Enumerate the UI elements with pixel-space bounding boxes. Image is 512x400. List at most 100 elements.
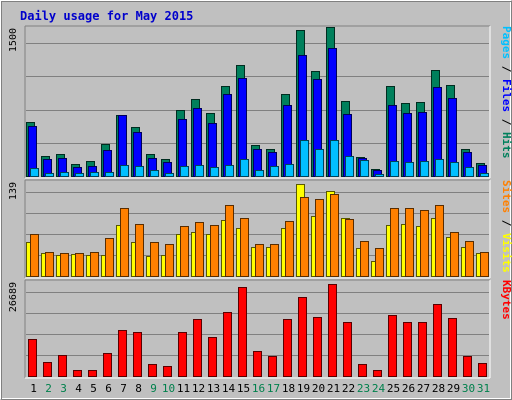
day-label-13: 13 <box>207 382 220 395</box>
legend-entry: / <box>500 213 512 233</box>
bar-kbytes-day-6 <box>103 353 112 377</box>
day-label-3: 3 <box>60 382 67 395</box>
bar-sites-day-2 <box>45 252 54 277</box>
bar-sites-day-1 <box>30 234 39 277</box>
bar-pages-day-23 <box>360 160 369 177</box>
bar-pages-day-20 <box>315 149 324 177</box>
bar-kbytes-day-8 <box>133 332 142 377</box>
day-label-15: 15 <box>237 382 250 395</box>
bar-kbytes-day-21 <box>328 284 337 377</box>
day-label-12: 12 <box>192 382 205 395</box>
bar-sites-day-10 <box>165 244 174 277</box>
bar-kbytes-day-12 <box>193 319 202 377</box>
bar-sites-day-19 <box>300 197 309 277</box>
day-label-18: 18 <box>282 382 295 395</box>
bar-pages-day-13 <box>210 167 219 177</box>
day-label-4: 4 <box>75 382 82 395</box>
bar-kbytes-day-5 <box>88 370 97 377</box>
legend-entry: / <box>500 112 512 132</box>
legend-entry: KBytes <box>500 280 512 320</box>
day-label-1: 1 <box>30 382 37 395</box>
bar-pages-day-9 <box>150 170 159 177</box>
bar-sites-day-12 <box>195 222 204 277</box>
bar-sites-day-9 <box>150 242 159 277</box>
bar-pages-day-12 <box>195 165 204 177</box>
bar-sites-day-16 <box>255 244 264 277</box>
bar-pages-day-27 <box>420 161 429 177</box>
day-label-2: 2 <box>45 382 52 395</box>
bar-pages-day-6 <box>105 172 114 177</box>
legend-entry: Hits <box>500 132 512 159</box>
day-label-19: 19 <box>297 382 310 395</box>
bar-pages-day-24 <box>375 174 384 177</box>
bar-pages-day-25 <box>390 161 399 177</box>
bar-sites-day-3 <box>60 253 69 277</box>
bar-pages-day-14 <box>225 165 234 177</box>
bar-sites-day-5 <box>90 252 99 277</box>
day-label-27: 27 <box>417 382 430 395</box>
bar-kbytes-day-17 <box>268 356 277 377</box>
day-label-6: 6 <box>105 382 112 395</box>
bar-pages-day-4 <box>75 173 84 177</box>
panel-visitors: 139 Sites / Visits <box>8 179 512 279</box>
bar-pages-day-28 <box>435 159 444 177</box>
bar-pages-day-2 <box>45 173 54 177</box>
day-label-14: 14 <box>222 382 236 395</box>
bar-kbytes-day-24 <box>373 370 382 377</box>
bar-sites-day-21 <box>330 194 339 277</box>
y-tick-label: 26689 <box>8 282 19 312</box>
day-label-29: 29 <box>447 382 460 395</box>
bar-pages-day-15 <box>240 159 249 177</box>
chart-panels: 1500 Pages / Files / Hits 139 Sites / Visit… <box>8 25 512 379</box>
bar-sites-day-11 <box>180 226 189 277</box>
day-label-28: 28 <box>432 382 445 395</box>
bar-files-day-14 <box>223 94 232 177</box>
bar-sites-day-25 <box>390 208 399 277</box>
bar-kbytes-day-1 <box>28 339 37 377</box>
bar-pages-day-19 <box>300 140 309 177</box>
bar-pages-day-29 <box>450 162 459 177</box>
day-labels: 1 2 3 4 5 6 7 8 9 10 11 12 13 14 15 16 17 18 19 20 21 22 23 24 2… <box>30 382 490 395</box>
bar-kbytes-day-10 <box>163 366 172 377</box>
legend: Sites / Visits <box>500 180 512 273</box>
bar-pages-day-16 <box>255 170 264 177</box>
panel-usage: 1500 Pages / Files / Hits <box>8 25 512 179</box>
bar-kbytes-day-14 <box>223 312 232 377</box>
day-label-8: 8 <box>135 382 142 395</box>
day-label-9: 9 <box>150 382 157 395</box>
bar-pages-day-18 <box>285 164 294 177</box>
bar-kbytes-day-30 <box>463 356 472 377</box>
bar-pages-day-1 <box>30 168 39 177</box>
bar-sites-day-31 <box>480 252 489 277</box>
bar-sites-day-14 <box>225 205 234 277</box>
bar-pages-day-17 <box>270 166 279 177</box>
bar-sites-day-20 <box>315 199 324 277</box>
bar-kbytes-day-15 <box>238 287 247 377</box>
bar-sites-day-17 <box>270 244 279 277</box>
bar-sites-day-13 <box>210 225 219 277</box>
y-tick-label: 139 <box>8 182 19 200</box>
legend: KBytes <box>500 280 512 320</box>
bar-kbytes-day-25 <box>388 315 397 377</box>
chart-title: Daily usage for May 2015 <box>20 9 193 23</box>
bar-sites-day-24 <box>375 248 384 277</box>
bar-kbytes-day-22 <box>343 322 352 377</box>
bar-sites-day-8 <box>135 224 144 277</box>
bar-sites-day-23 <box>360 241 369 277</box>
bar-kbytes-day-7 <box>118 330 127 377</box>
bar-kbytes-day-18 <box>283 319 292 377</box>
legend-entry: / <box>500 59 512 79</box>
bar-sites-day-6 <box>105 238 114 277</box>
bar-kbytes-day-27 <box>418 322 427 377</box>
bar-pages-day-5 <box>90 172 99 177</box>
bar-kbytes-day-16 <box>253 351 262 377</box>
bar-kbytes-day-20 <box>313 317 322 377</box>
day-label-30: 30 <box>462 382 475 395</box>
bar-sites-day-27 <box>420 210 429 277</box>
legend: Pages / Files / Hits <box>500 26 512 159</box>
day-label-31: 31 <box>477 382 490 395</box>
bar-kbytes-day-26 <box>403 322 412 377</box>
bar-kbytes-day-28 <box>433 304 442 377</box>
